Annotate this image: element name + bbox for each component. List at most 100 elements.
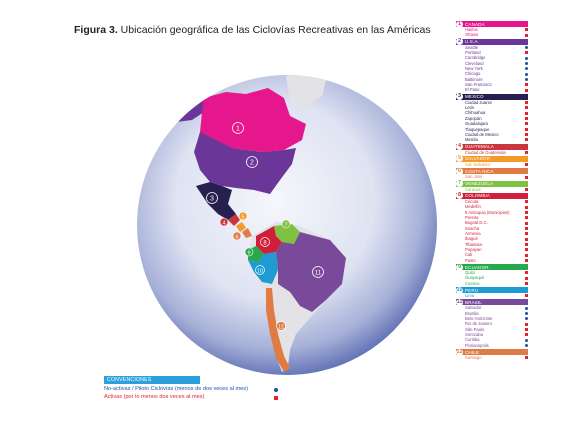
marker-12-label: 12	[278, 324, 284, 330]
legend-city-name: Guadalajara	[465, 121, 488, 127]
legend-country-header: 3 MEXICO	[456, 93, 528, 101]
legend-city-row: Pasto	[456, 258, 528, 263]
legend-city-row: São Paulo	[456, 327, 528, 332]
legend-city-name: León	[465, 105, 475, 111]
legend-country-number: 6	[456, 167, 463, 175]
legend-city-name: Portland	[465, 50, 481, 56]
inactive-dot-icon	[525, 306, 528, 310]
legend-city-name: Ibagué	[465, 236, 478, 242]
inactive-dot-icon	[525, 312, 528, 316]
legend-city-row: Belo Horizonte	[456, 316, 528, 321]
legend-country-number: 5	[456, 155, 463, 163]
legend-city-name: Cuenca	[465, 280, 480, 286]
legend-country-number: 7	[456, 180, 463, 188]
legend-city-row: Sorocaba	[456, 332, 528, 337]
legend-country-header: 12 CHILE	[456, 348, 528, 356]
chile-region	[266, 288, 290, 372]
legend-city-row: Guadalajara	[456, 121, 528, 126]
legend-country-name: CANADA	[465, 21, 485, 27]
legend-country-header: 9 ECUADOR	[456, 263, 528, 271]
legend-country-header: 11 BRASIL	[456, 298, 528, 306]
active-square-icon	[525, 117, 528, 121]
legend-city-name: Cambridge	[465, 55, 486, 61]
legend-city-name: Ciudad de Guatemala	[465, 149, 506, 155]
legend-city-row: Ciudad de Guatemala	[456, 150, 528, 155]
active-square-icon	[525, 88, 528, 92]
legend-city-row: Armenia	[456, 231, 528, 236]
active-square-icon	[525, 328, 528, 332]
active-square-icon	[525, 101, 528, 105]
guatemala-region	[228, 214, 240, 226]
legend-city-name: Bogotá D.C.	[465, 220, 488, 226]
legend-city-row: Quito	[456, 270, 528, 275]
legend-country-number: 9	[456, 263, 463, 271]
legend-city-name: Rio de Janeiro	[465, 321, 493, 327]
conventions-active-label: Activas (por lo menos dos veces al mes)	[104, 394, 205, 400]
brazil-region	[276, 232, 346, 312]
canada-region	[200, 88, 306, 152]
legend-country-name: MEXICO	[465, 94, 484, 100]
legend-city-name: São Paulo	[465, 326, 485, 332]
legend-city-row: Tlaquepaque	[456, 127, 528, 132]
legend-country-number: 12	[456, 348, 463, 356]
legend-city-name: Tlaquepaque	[465, 126, 490, 132]
marker-2	[246, 156, 258, 168]
legend-country-header: 5 SALVADOR	[456, 155, 528, 163]
conventions-box: CONVENCIONES No-activas / Piloto Cicloví…	[104, 376, 278, 400]
active-square-icon	[525, 282, 528, 286]
legend-city-row: 5 Antioquia (Municipios)	[456, 210, 528, 215]
active-square-icon	[525, 242, 528, 246]
legend-country-name: SALVADOR	[465, 156, 491, 162]
active-square-icon	[525, 175, 528, 179]
active-square-icon	[525, 294, 528, 298]
active-square-icon	[525, 111, 528, 115]
legend-city-name: Baltimore	[465, 76, 483, 82]
legend-country-name: COLOMBIA	[465, 193, 491, 199]
costa-rica-region	[242, 228, 252, 238]
legend-city-row: Merida	[456, 137, 528, 142]
legend-city-name: Soacha	[465, 225, 480, 231]
legend-city-row: Soacha	[456, 226, 528, 231]
legend-city-row: Chihuahua	[456, 110, 528, 115]
legend-country-header: 10 PERU	[456, 286, 528, 294]
active-square-icon	[525, 221, 528, 225]
active-square-icon	[525, 33, 528, 37]
legend-city-row: Cúcuta	[456, 199, 528, 204]
legend-country-name: BRASIL	[465, 299, 482, 305]
figure-number: Figura 3.	[74, 24, 118, 36]
active-square-icon	[525, 122, 528, 126]
legend-country-name: VENEZUELA	[465, 181, 494, 187]
legend-city-name: Caracas	[465, 186, 481, 192]
legend-city-name: Cleveland	[465, 60, 484, 66]
active-square-icon	[525, 127, 528, 131]
conventions-inactive-label: No-activas / Piloto Ciclovías (menos de …	[104, 386, 248, 392]
active-square-icon	[525, 226, 528, 230]
legend-city-row: Seattle	[456, 45, 528, 50]
marker-4	[219, 217, 229, 227]
active-square-icon	[525, 237, 528, 241]
legend-city-name: San José	[465, 174, 483, 180]
legend-city-row: San Salvador	[456, 162, 528, 167]
marker-3-label: 3	[210, 196, 214, 203]
marker-11	[312, 266, 324, 278]
active-square-icon	[525, 210, 528, 214]
legend-city-row: Popayan	[456, 247, 528, 252]
inactive-dot-icon	[525, 67, 528, 71]
legend-country: 9 ECUADOR Quito Guayaquil Cuenca	[456, 263, 528, 286]
legend-city-row: León	[456, 105, 528, 110]
country-legend: 1 CANADA Halifax Ottawa 2 U.S.A. Seattle Portla…	[456, 20, 528, 361]
legend-city-name: Santiago	[465, 355, 482, 361]
legend-city-row: El Paso	[456, 87, 528, 92]
marker-5-label: 5	[241, 214, 244, 220]
legend-city-name: Guayaquil	[465, 275, 484, 281]
marker-1	[232, 122, 244, 134]
marker-8	[260, 237, 270, 247]
legend-city-name: Florianopolis	[465, 342, 489, 348]
legend-city-name: Pereira	[465, 214, 479, 220]
legend-city-name: Quito	[465, 270, 476, 276]
marker-4-label: 4	[222, 220, 225, 226]
legend-country: 2 U.S.A. Seattle Portland Cambridge Cleveland…	[456, 38, 528, 93]
legend-city-row: Cleveland	[456, 61, 528, 66]
legend-country-name: CHILE	[465, 349, 480, 355]
legend-country-header: 4 GUATEMALA	[456, 143, 528, 151]
